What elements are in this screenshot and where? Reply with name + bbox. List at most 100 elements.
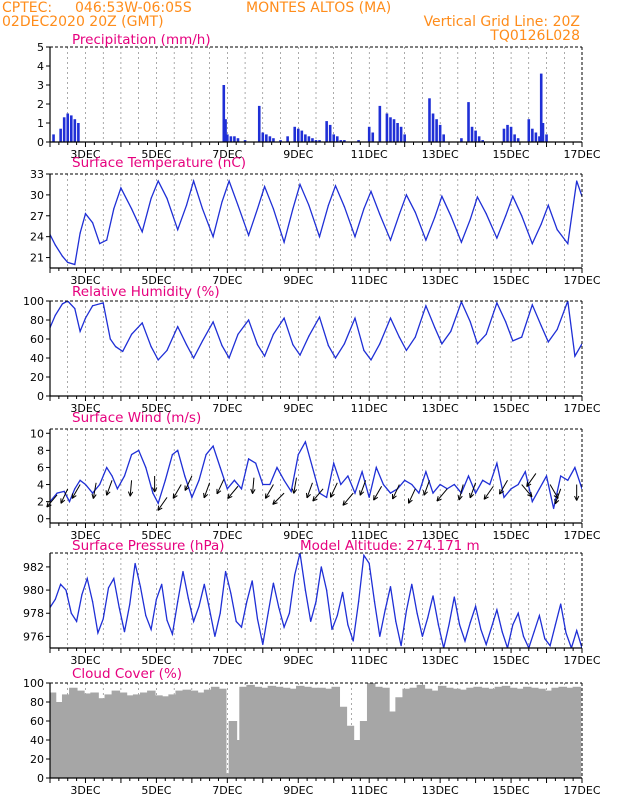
precip-bar xyxy=(399,126,403,142)
temp-point xyxy=(74,263,76,266)
wind-point xyxy=(453,483,455,486)
precip-bar xyxy=(268,136,272,142)
wind-arrow xyxy=(60,488,69,504)
cloud-bar xyxy=(125,695,135,778)
humidity-y-tick-label: 0 xyxy=(37,390,44,403)
cloud-bar xyxy=(395,697,404,778)
cloud-title: Cloud Cover (%) xyxy=(72,666,182,682)
humidity-point xyxy=(379,343,381,345)
precip-bar xyxy=(304,134,307,142)
humidity-point xyxy=(512,340,514,342)
temp-x-tick-label: 9DEC xyxy=(283,274,313,287)
precip-bar xyxy=(77,123,80,142)
temp-x-tick-label: 5DEC xyxy=(141,274,171,287)
cloud-bar xyxy=(324,688,333,778)
humidity-point xyxy=(102,302,104,304)
cloud-bar xyxy=(147,690,156,778)
precip-bar xyxy=(481,140,484,142)
precip-bar xyxy=(293,126,297,142)
cloud-bar xyxy=(203,689,213,778)
cloud-bar xyxy=(168,694,177,778)
temp-x-tick-label: 7DEC xyxy=(212,274,242,287)
pressure-x-tick-label: 13DEC xyxy=(422,654,459,667)
pressure-point xyxy=(123,631,126,633)
wind-point xyxy=(304,441,306,443)
wind-arrow xyxy=(203,482,211,499)
temp-point xyxy=(61,255,64,257)
temp-point xyxy=(157,180,159,182)
temp-line xyxy=(50,178,582,266)
pressure-point xyxy=(469,621,471,624)
temp-point xyxy=(221,201,223,203)
wind-point xyxy=(226,488,228,490)
precip-title: Precipitation (mm/h) xyxy=(72,32,211,48)
pressure-point xyxy=(113,577,115,580)
temp-point xyxy=(567,243,569,245)
cloud-x-tick-label: 7DEC xyxy=(212,784,242,797)
precip-bar xyxy=(328,124,332,142)
pressure-point xyxy=(240,626,243,628)
temp-point xyxy=(521,215,523,217)
cloud-bar xyxy=(338,706,348,778)
pressure-point xyxy=(357,601,360,603)
wind-arrow xyxy=(469,482,477,499)
cloud-bar xyxy=(416,684,426,778)
pressure-point xyxy=(262,643,264,646)
wind-point xyxy=(418,492,420,494)
pressure-point xyxy=(459,624,461,626)
precip-bar xyxy=(392,119,396,142)
wind-point xyxy=(240,488,243,490)
temp-point xyxy=(469,218,471,220)
cloud-bar xyxy=(558,686,567,778)
wind-point xyxy=(191,496,193,498)
humidity-y-tick-label: 40 xyxy=(30,352,44,365)
cloud-bar xyxy=(83,693,92,778)
precip-bar xyxy=(506,124,509,142)
precip-bar xyxy=(539,73,543,142)
temp-point xyxy=(512,195,514,197)
pressure-x-tick-label: 7DEC xyxy=(212,654,242,667)
temp-point xyxy=(476,196,478,198)
pressure-x-tick-label: 15DEC xyxy=(493,654,530,667)
temp-x-tick-label: 11DEC xyxy=(351,274,388,287)
pressure-point xyxy=(150,628,152,631)
cloud-bar xyxy=(288,688,298,778)
precip-bar xyxy=(226,134,229,142)
pressure-point xyxy=(363,554,365,556)
humidity-x-tick-label: 15DEC xyxy=(493,402,530,415)
wind-point xyxy=(311,466,314,469)
humidity-point xyxy=(389,317,392,319)
pressure-point xyxy=(251,580,253,582)
pressure-point xyxy=(118,606,120,609)
humidity-point xyxy=(354,317,356,319)
wind-arrow xyxy=(312,488,324,502)
precip-bar xyxy=(513,134,516,142)
wind-point xyxy=(553,507,555,510)
cloud-y-tick-label: 40 xyxy=(30,734,44,747)
precip-bar xyxy=(265,134,268,142)
wind-point xyxy=(467,475,470,477)
pressure-point xyxy=(379,635,381,638)
precip-bar xyxy=(545,134,548,142)
precip-bar xyxy=(541,123,545,142)
precip-bar xyxy=(73,119,77,142)
wind-point xyxy=(283,479,285,481)
humidity-point xyxy=(84,317,87,319)
temp-point xyxy=(505,215,507,217)
wind-arrow xyxy=(305,482,313,499)
pressure-point xyxy=(389,585,392,588)
cloud-bar xyxy=(90,692,99,778)
cloud-bar xyxy=(430,690,440,778)
temp-point xyxy=(150,197,152,199)
pressure-point xyxy=(496,609,498,611)
wind-point xyxy=(354,492,356,494)
pressure-point xyxy=(326,589,328,591)
pressure-point xyxy=(405,610,408,612)
cloud-bar xyxy=(317,687,326,778)
cloud-bar xyxy=(118,692,128,778)
cloud-bar xyxy=(359,721,369,778)
wind-point xyxy=(152,492,154,494)
wind-y-tick-label: 4 xyxy=(37,479,44,492)
wind-point xyxy=(56,492,58,494)
wind-y-tick-label: 8 xyxy=(37,444,44,457)
